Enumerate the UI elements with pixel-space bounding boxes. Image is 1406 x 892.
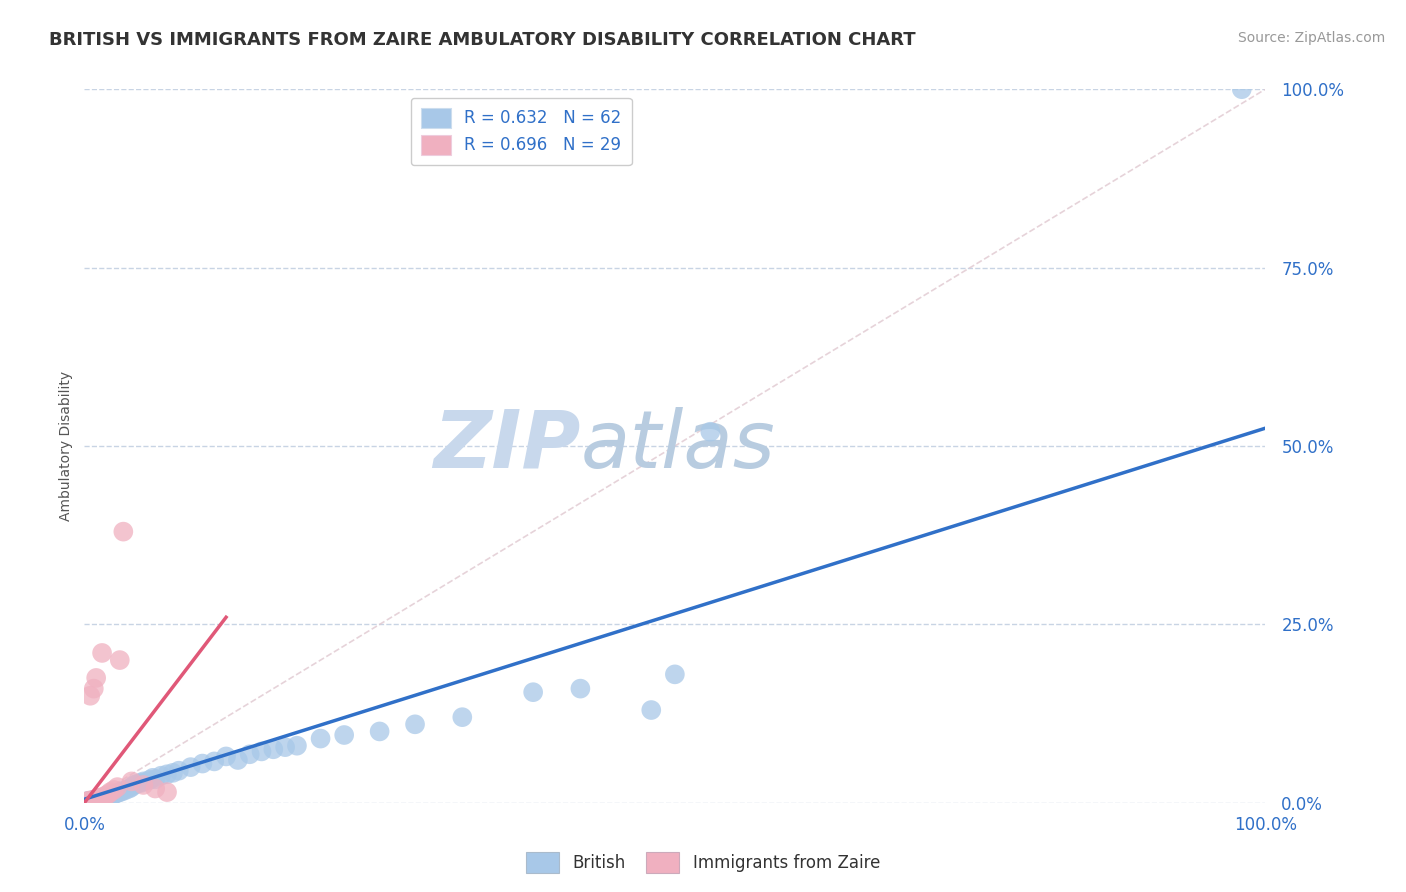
Point (79, 689, 101, 703)
Point (191, 756, 214, 771)
Point (77, 794, 100, 808)
Point (114, 783, 136, 797)
Point (93, 791, 115, 805)
Point (127, 776, 149, 790)
Point (226, 753, 249, 767)
Point (98, 789, 121, 803)
Point (118, 781, 141, 796)
Point (122, 778, 145, 792)
Point (91, 790, 114, 805)
Y-axis label: Ambulatory Disability: Ambulatory Disability (59, 371, 73, 521)
Point (76, 794, 98, 808)
Point (368, 724, 391, 739)
Text: BRITISH VS IMMIGRANTS FROM ZAIRE AMBULATORY DISABILITY CORRELATION CHART: BRITISH VS IMMIGRANTS FROM ZAIRE AMBULAT… (49, 31, 915, 49)
Point (162, 765, 184, 780)
Point (91, 792, 114, 806)
Point (107, 786, 129, 800)
Point (333, 728, 356, 742)
Point (79, 794, 101, 808)
Point (569, 681, 592, 696)
Point (250, 744, 273, 758)
Point (103, 783, 125, 797)
Point (89, 791, 111, 805)
Point (84, 792, 107, 806)
Point (90, 793, 112, 807)
Point (98, 785, 121, 799)
Point (309, 731, 332, 746)
Point (167, 764, 190, 778)
Point (121, 774, 143, 789)
Text: atlas: atlas (581, 407, 775, 485)
Point (82, 794, 104, 808)
Point (285, 739, 308, 753)
Point (103, 787, 125, 801)
Point (80, 794, 103, 808)
Point (699, 425, 721, 439)
Point (87, 792, 110, 806)
Point (132, 778, 155, 792)
Point (640, 703, 662, 717)
Point (97, 789, 120, 804)
Point (132, 774, 155, 789)
Point (97, 787, 120, 801)
Point (84, 793, 107, 807)
Point (664, 667, 686, 681)
Point (108, 653, 131, 667)
Point (239, 747, 262, 762)
Point (91, 646, 114, 660)
Point (91, 790, 114, 805)
Point (87, 792, 110, 806)
Point (129, 776, 152, 790)
Point (94, 790, 117, 805)
Point (143, 781, 166, 796)
Point (77, 794, 100, 808)
Point (262, 742, 284, 756)
Point (215, 749, 238, 764)
Point (76, 794, 98, 808)
Point (143, 772, 166, 787)
Text: ZIP: ZIP (433, 407, 581, 485)
Point (156, 785, 179, 799)
Point (83, 681, 105, 696)
Point (404, 717, 426, 731)
Point (522, 685, 544, 699)
Point (101, 788, 124, 802)
Point (451, 710, 474, 724)
Point (274, 740, 297, 755)
Point (94, 789, 117, 803)
Point (86, 791, 108, 805)
Point (105, 787, 128, 801)
Point (96, 790, 118, 805)
Text: Source: ZipAtlas.com: Source: ZipAtlas.com (1237, 31, 1385, 45)
Point (82, 793, 104, 807)
Point (89, 790, 111, 805)
Point (84, 671, 107, 685)
Point (84, 794, 107, 808)
Point (112, 524, 135, 539)
Point (86, 793, 108, 807)
Point (180, 760, 202, 774)
Point (83, 794, 105, 808)
Point (79, 794, 101, 808)
Point (202, 755, 225, 769)
Point (138, 772, 160, 787)
Point (156, 767, 179, 781)
Point (77, 795, 100, 809)
Point (77, 795, 100, 809)
Point (80, 794, 103, 808)
Point (142, 771, 165, 785)
Point (83, 793, 105, 807)
Point (150, 769, 173, 783)
Point (75, 795, 97, 809)
Legend: British, Immigrants from Zaire: British, Immigrants from Zaire (519, 846, 887, 880)
Point (75, 795, 97, 809)
Point (121, 780, 143, 794)
Point (108, 785, 131, 799)
Point (1230, 82, 1253, 96)
Point (84, 792, 107, 806)
Legend: R = 0.632   N = 62, R = 0.696   N = 29: R = 0.632 N = 62, R = 0.696 N = 29 (411, 97, 631, 165)
Point (107, 780, 129, 794)
Point (111, 784, 134, 798)
